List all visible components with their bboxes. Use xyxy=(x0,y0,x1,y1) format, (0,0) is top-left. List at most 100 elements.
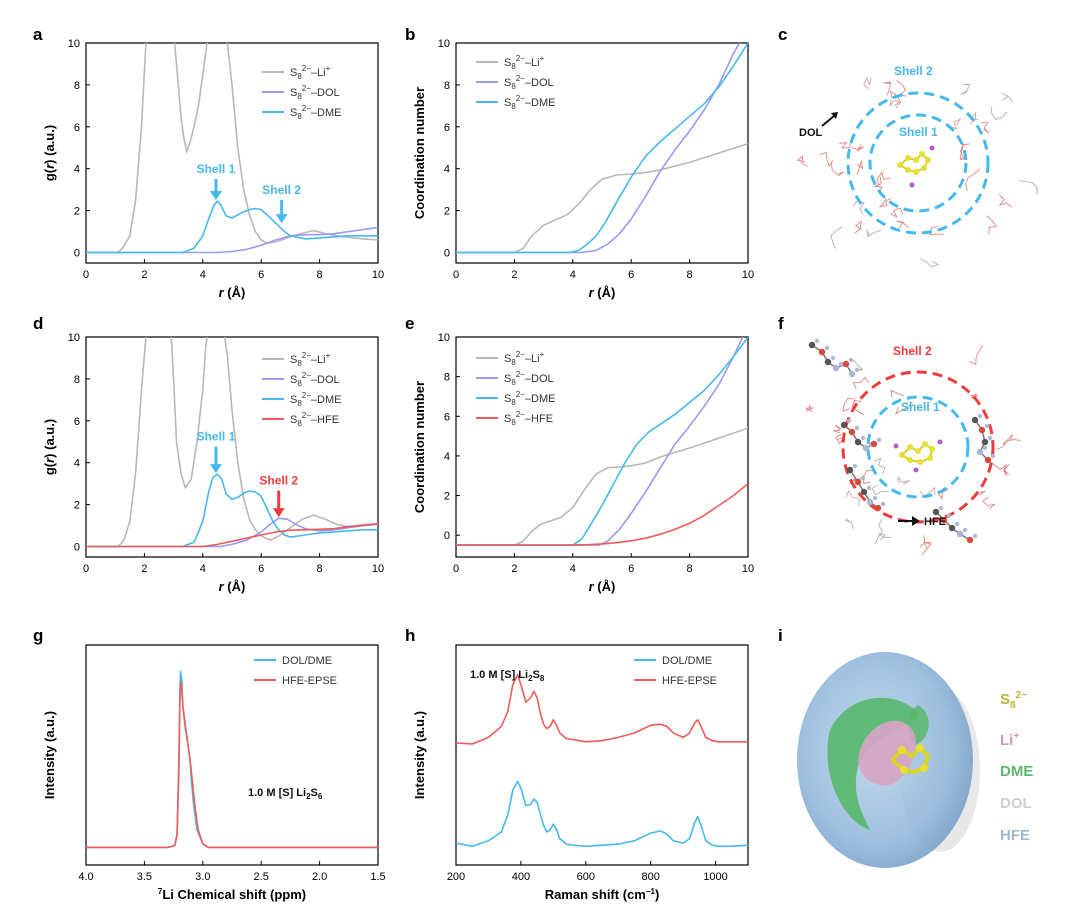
series-line-b-0 xyxy=(456,142,748,254)
series-line-g-0 xyxy=(86,670,378,849)
plot-frame-a xyxy=(85,42,379,264)
x-tick-label-a: 0 xyxy=(83,269,89,281)
series-line-a-0 xyxy=(86,43,378,254)
legend-label-e-2: S82−–DME xyxy=(504,390,555,407)
solvent-molecule xyxy=(796,154,808,167)
hfe-atom xyxy=(814,338,820,344)
x-tick-label-b: 6 xyxy=(628,269,634,281)
series-line-g-1 xyxy=(86,681,378,849)
hfe-atom xyxy=(872,495,878,501)
plot-frame-g xyxy=(85,644,379,866)
y-axis-label-b: Coordination number xyxy=(412,87,427,219)
y-tick-label-d: 0 xyxy=(74,542,80,554)
solvent-molecule xyxy=(889,99,902,109)
y-axis-label-e: Coordination number xyxy=(412,381,427,513)
y-tick-label-d: 4 xyxy=(74,458,80,470)
y-tick-label-d: 2 xyxy=(74,500,80,512)
x-tick-label-e: 4 xyxy=(570,563,576,575)
y-tick-label-e: 8 xyxy=(444,372,450,384)
x-tick-label-g: 2.5 xyxy=(254,871,269,883)
hfe-atom xyxy=(832,364,840,372)
chart-a: 0 2 4 6 8 10 0 2 4 6 8 10 r (Å) g(r) (a.u.) S82−–Li+ S8… xyxy=(42,38,384,300)
hfe-atom xyxy=(956,530,964,538)
solvent-molecule xyxy=(842,397,855,412)
hfe-atom xyxy=(848,428,856,436)
legend-label-e-0: S82−–Li+ xyxy=(504,350,545,367)
hfe-atom xyxy=(938,505,944,511)
x-tick-label-g: 4.0 xyxy=(78,871,93,883)
hfe-atom xyxy=(870,440,878,448)
x-tick-label-d: 10 xyxy=(372,563,384,575)
shell-1-circle-f xyxy=(866,395,970,499)
x-tick-label-g: 1.5 xyxy=(370,871,385,883)
y-tick-label-a: 6 xyxy=(74,122,80,134)
hfe-atom xyxy=(966,536,974,544)
solvent-molecule xyxy=(850,144,864,152)
hfe-atom xyxy=(984,456,992,464)
x-axis-label-h: Raman shift (cm−1) xyxy=(545,887,660,902)
shell-1-circle xyxy=(868,113,968,213)
hfe-atom xyxy=(940,516,948,524)
y-tick-label-a: 8 xyxy=(74,80,80,92)
legend-label-a-0: S82−–Li+ xyxy=(290,64,331,81)
sample-note-h: 1.0 M [S] Li2S8 xyxy=(470,669,545,683)
series-line-e-1 xyxy=(456,337,744,546)
legend-label-d-0: S82−–Li+ xyxy=(290,351,331,368)
x-tick-label-g: 3.5 xyxy=(137,871,152,883)
shell-2-label-f: Shell 2 xyxy=(893,344,932,358)
dol-arrow xyxy=(821,115,835,127)
x-tick-label-a: 8 xyxy=(317,269,323,281)
x-axis-label-e: r (Å) xyxy=(589,579,616,594)
y-tick-label-d: 8 xyxy=(74,374,80,386)
solvent-molecule xyxy=(851,399,865,415)
panel-label-d: d xyxy=(33,314,43,333)
series-line-d-1 xyxy=(86,517,378,548)
solvent-molecule xyxy=(890,389,905,398)
hfe-atom xyxy=(876,437,882,443)
solvent-molecule xyxy=(949,117,962,130)
series-line-e-0 xyxy=(456,427,748,546)
hfe-atom xyxy=(830,355,836,361)
plot-frame-b xyxy=(455,42,749,264)
solvent-molecule xyxy=(845,489,860,506)
hfe-atom xyxy=(854,367,860,373)
solvent-molecule xyxy=(830,226,843,249)
shell-1-label-f: Shell 1 xyxy=(901,400,940,414)
panel-label-f: f xyxy=(778,314,784,333)
legend-label-h-1: HFE-EPSE xyxy=(662,675,717,687)
hfe-atom xyxy=(932,508,940,516)
hfe-atom xyxy=(962,527,968,533)
series-line-a-2 xyxy=(86,200,378,254)
x-tick-label-e: 0 xyxy=(453,563,459,575)
hfe-atom xyxy=(848,357,854,363)
solvent-molecule xyxy=(835,433,845,445)
y-tick-label-a: 0 xyxy=(74,248,80,260)
plot-frame-e xyxy=(455,336,749,558)
y-tick-label-e: 2 xyxy=(444,491,450,503)
hfe-atom xyxy=(977,413,983,419)
hfe-atom xyxy=(866,485,872,491)
solvent-molecule xyxy=(986,215,998,235)
solvent-molecule xyxy=(1018,179,1038,195)
plot-frame-h xyxy=(455,644,749,866)
solvent-molecule xyxy=(896,220,909,229)
y-tick-label-b: 8 xyxy=(444,80,450,92)
solvent-molecule xyxy=(890,207,904,218)
annotation-arrowhead-a-0 xyxy=(209,191,222,201)
annotation-label-d-0: Shell 1 xyxy=(197,430,236,444)
panel-label-e: e xyxy=(405,314,414,333)
x-tick-label-e: 2 xyxy=(511,563,517,575)
hfe-atom xyxy=(971,416,979,424)
series-line-h-0 xyxy=(456,780,748,848)
x-tick-label-a: 10 xyxy=(372,269,384,281)
x-tick-label-e: 6 xyxy=(628,563,634,575)
solvent-molecule xyxy=(960,143,970,158)
hfe-atom xyxy=(854,478,862,486)
x-tick-label-a: 6 xyxy=(258,269,264,281)
hfe-atom xyxy=(854,425,860,431)
chart-b: 0 2 4 6 8 10 0 2 4 6 8 10 r (Å) Coordination number S8… xyxy=(412,38,754,300)
dol-label: DOL xyxy=(799,127,823,139)
hfe-arrow-head xyxy=(912,516,920,526)
solvent-molecule xyxy=(998,194,1012,208)
